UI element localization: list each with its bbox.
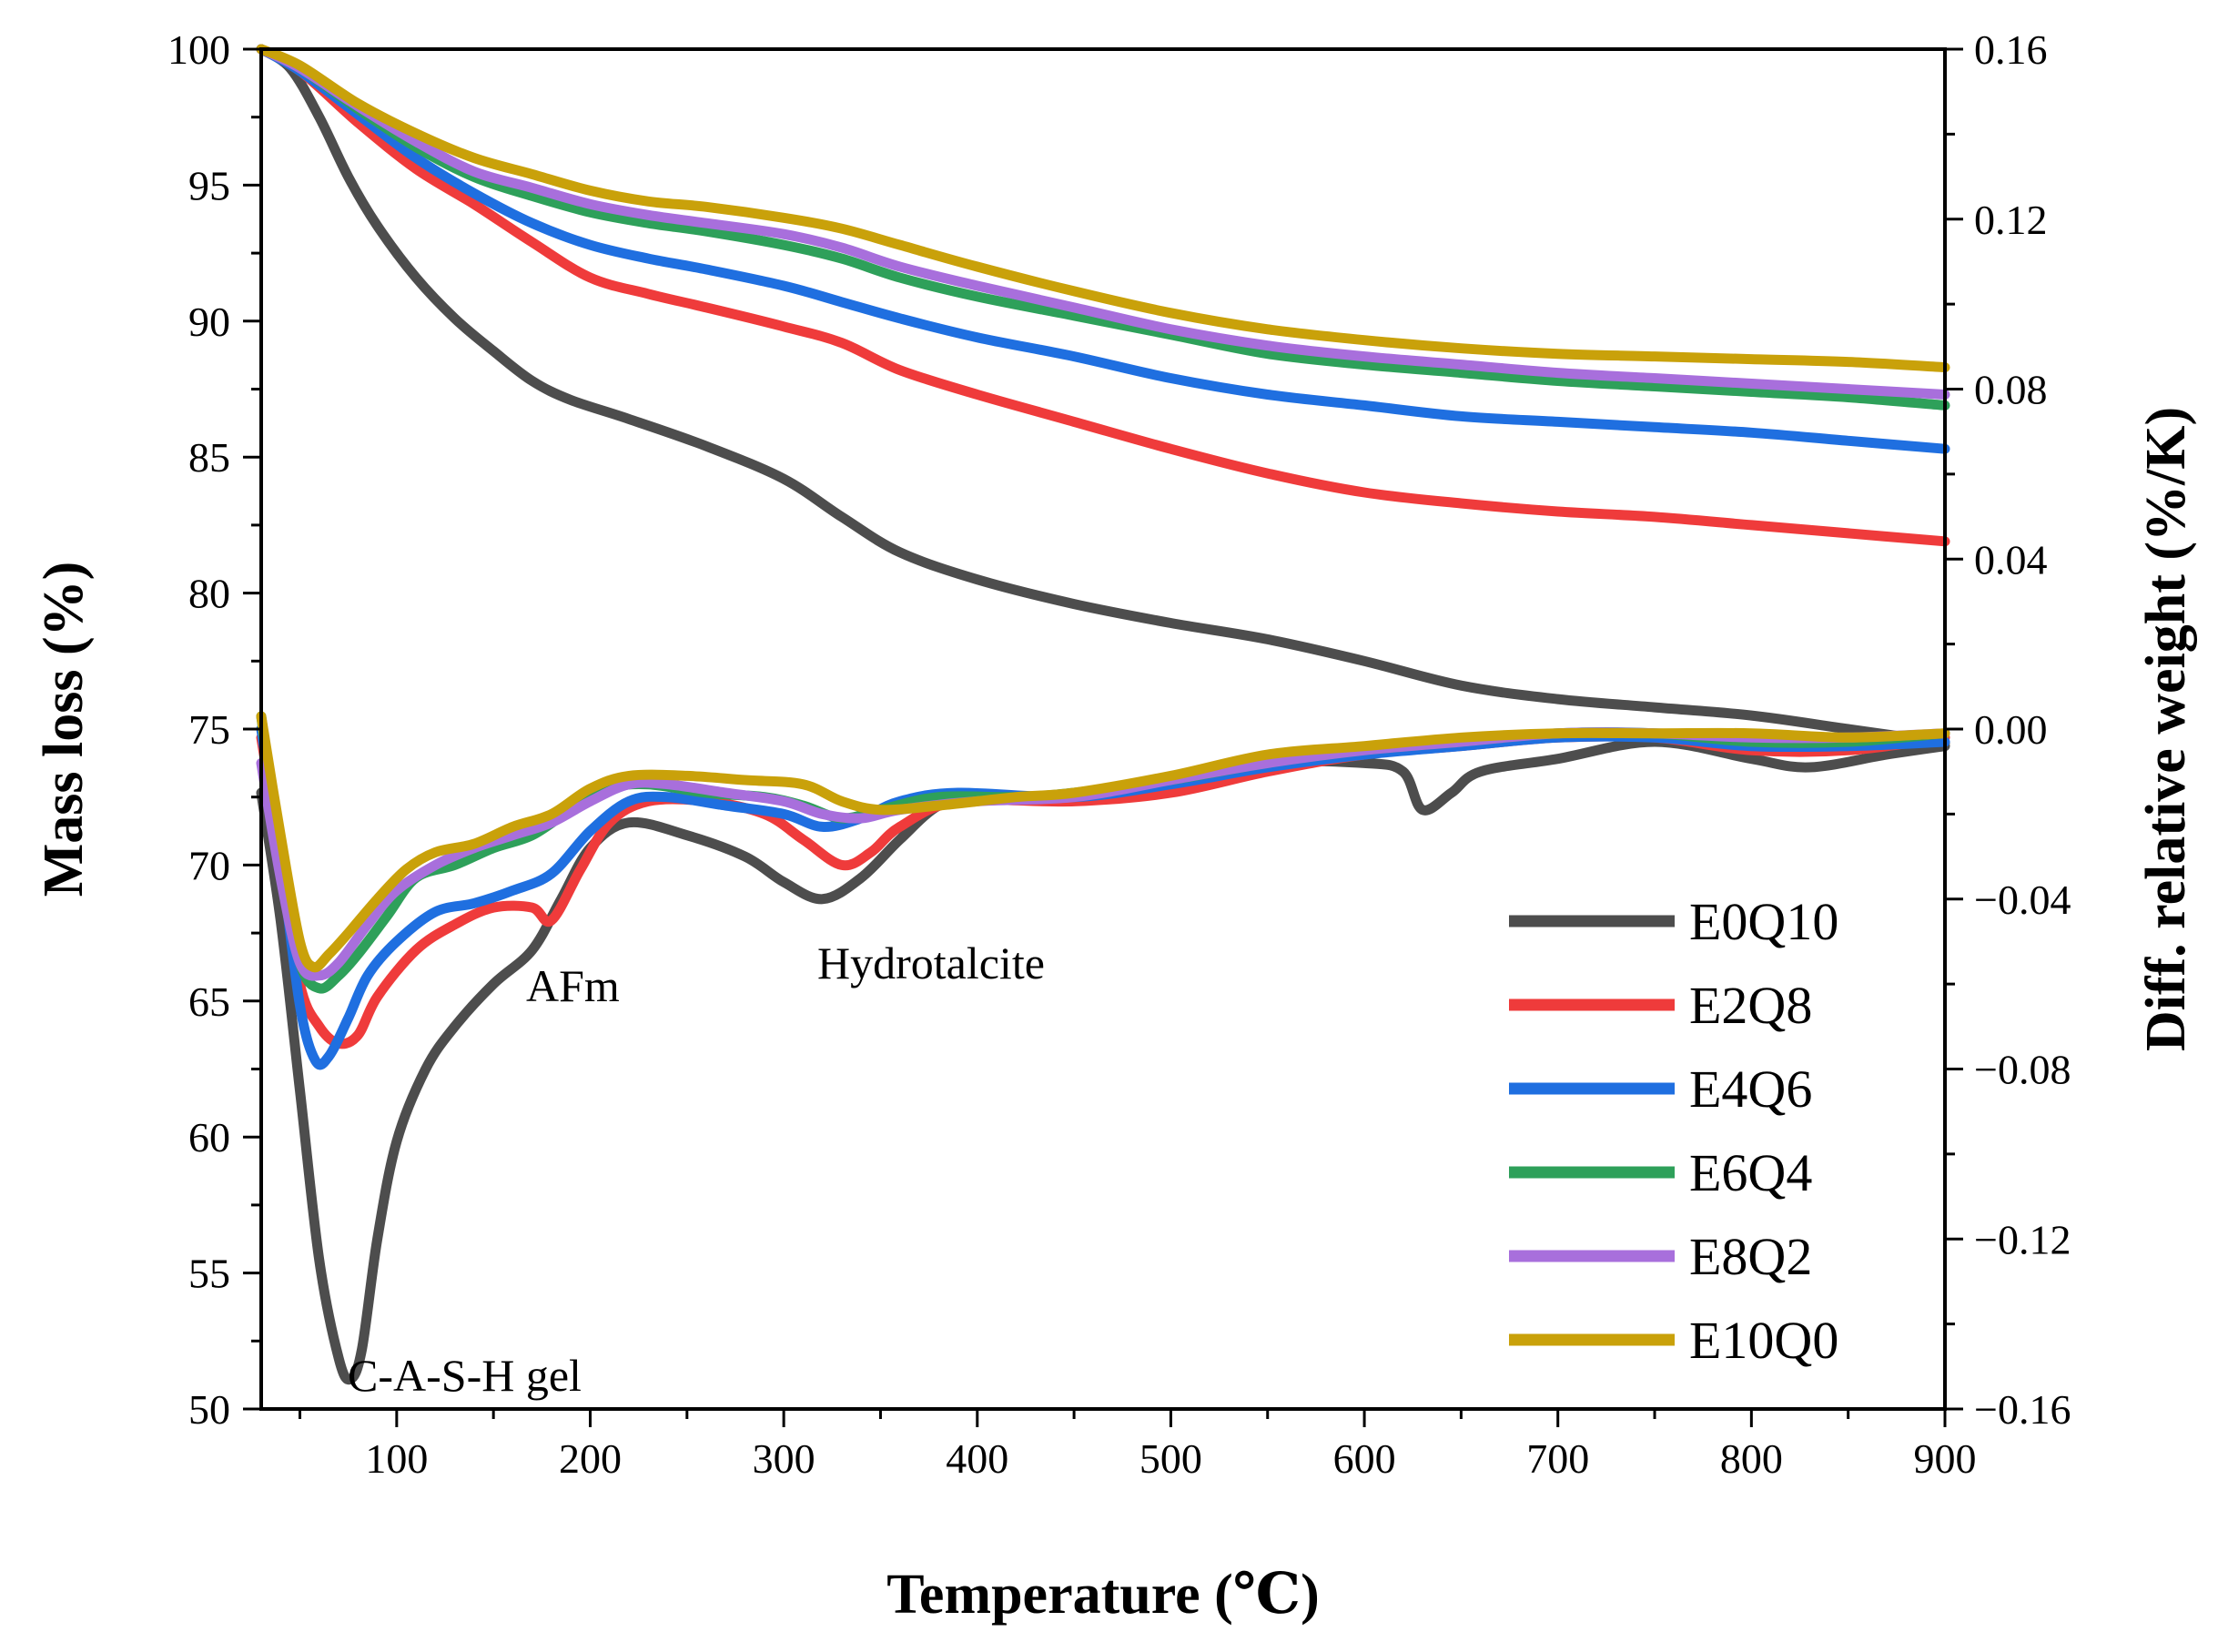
y-right-tick-label: 0.00 xyxy=(1974,706,2048,753)
dtg-line-e0q10 xyxy=(256,736,1950,1385)
tg-line-e10q0 xyxy=(256,44,1950,373)
y-right-tick-label: −0.08 xyxy=(1974,1047,2071,1093)
x-tick-label: 600 xyxy=(1333,1435,1396,1482)
legend-label-e2q8: E2Q8 xyxy=(1689,976,1812,1035)
legend-label-e6q4: E6Q4 xyxy=(1689,1143,1812,1202)
ticks-layer: 100 200 300 400 500 600 700 800 900 50 55 60 65 70 75 8… xyxy=(167,26,2071,1482)
legend: E0Q10 E2Q8 E4Q6 E6Q4 E8Q2 E10Q0 xyxy=(1509,892,1838,1370)
x-tick-label: 200 xyxy=(559,1435,622,1482)
y-left-tick-label: 100 xyxy=(167,26,230,73)
x-axis-title: Temperature (℃) xyxy=(886,1564,1319,1626)
y-left-tick-label: 60 xyxy=(188,1114,230,1160)
legend-label-e0q10: E0Q10 xyxy=(1689,892,1838,951)
y-right-tick-label: 0.12 xyxy=(1974,197,2048,243)
x-tick-label: 500 xyxy=(1139,1435,1202,1482)
y-axis-title-left: Mass loss (%) xyxy=(33,562,95,897)
y-left-tick-label: 70 xyxy=(188,842,230,888)
tg-line-e8q2 xyxy=(256,44,1950,400)
annotation-afm: AFm xyxy=(526,960,620,1011)
y-right-tick-label: −0.12 xyxy=(1974,1216,2071,1262)
y-axis-title-right: Diff. relative weight (%/K) xyxy=(2135,407,2197,1051)
y-right-tick-label: −0.16 xyxy=(1974,1386,2071,1433)
x-tick-label: 900 xyxy=(1914,1435,1977,1482)
x-tick-label: 800 xyxy=(1720,1435,1783,1482)
tg-line-e4q6 xyxy=(256,44,1950,454)
y-left-tick-label: 90 xyxy=(188,299,230,345)
y-right-tick-label: 0.04 xyxy=(1974,536,2048,583)
y-left-tick-label: 55 xyxy=(188,1251,230,1297)
tg-line-e6q4 xyxy=(256,44,1950,410)
tg-line-e0q10 xyxy=(256,44,1950,748)
y-right-tick-label: 0.16 xyxy=(1974,26,2048,73)
y-left-tick-label: 75 xyxy=(188,706,230,753)
series-layer xyxy=(256,44,1950,1385)
tg-line-e2q8 xyxy=(256,44,1950,547)
legend-label-e10q0: E10Q0 xyxy=(1689,1311,1838,1370)
legend-label-e8q2: E8Q2 xyxy=(1689,1227,1812,1286)
y-left-tick-label: 50 xyxy=(188,1386,230,1433)
x-tick-label: 400 xyxy=(946,1435,1008,1482)
annotation-hydrotalcite: Hydrotalcite xyxy=(817,937,1045,988)
y-left-tick-label: 85 xyxy=(188,434,230,481)
y-right-tick-label: −0.04 xyxy=(1974,877,2071,923)
annotation-cash-gel: C-A-S-H gel xyxy=(348,1350,582,1401)
x-tick-label: 700 xyxy=(1526,1435,1589,1482)
dtg-line-e10q0 xyxy=(256,711,1950,973)
legend-label-e4q6: E4Q6 xyxy=(1689,1059,1812,1119)
y-right-tick-label: 0.08 xyxy=(1974,367,2048,413)
x-tick-label: 300 xyxy=(753,1435,815,1482)
y-left-tick-label: 95 xyxy=(188,162,230,208)
y-left-tick-label: 80 xyxy=(188,571,230,617)
y-left-tick-label: 65 xyxy=(188,978,230,1025)
x-tick-label: 100 xyxy=(365,1435,428,1482)
